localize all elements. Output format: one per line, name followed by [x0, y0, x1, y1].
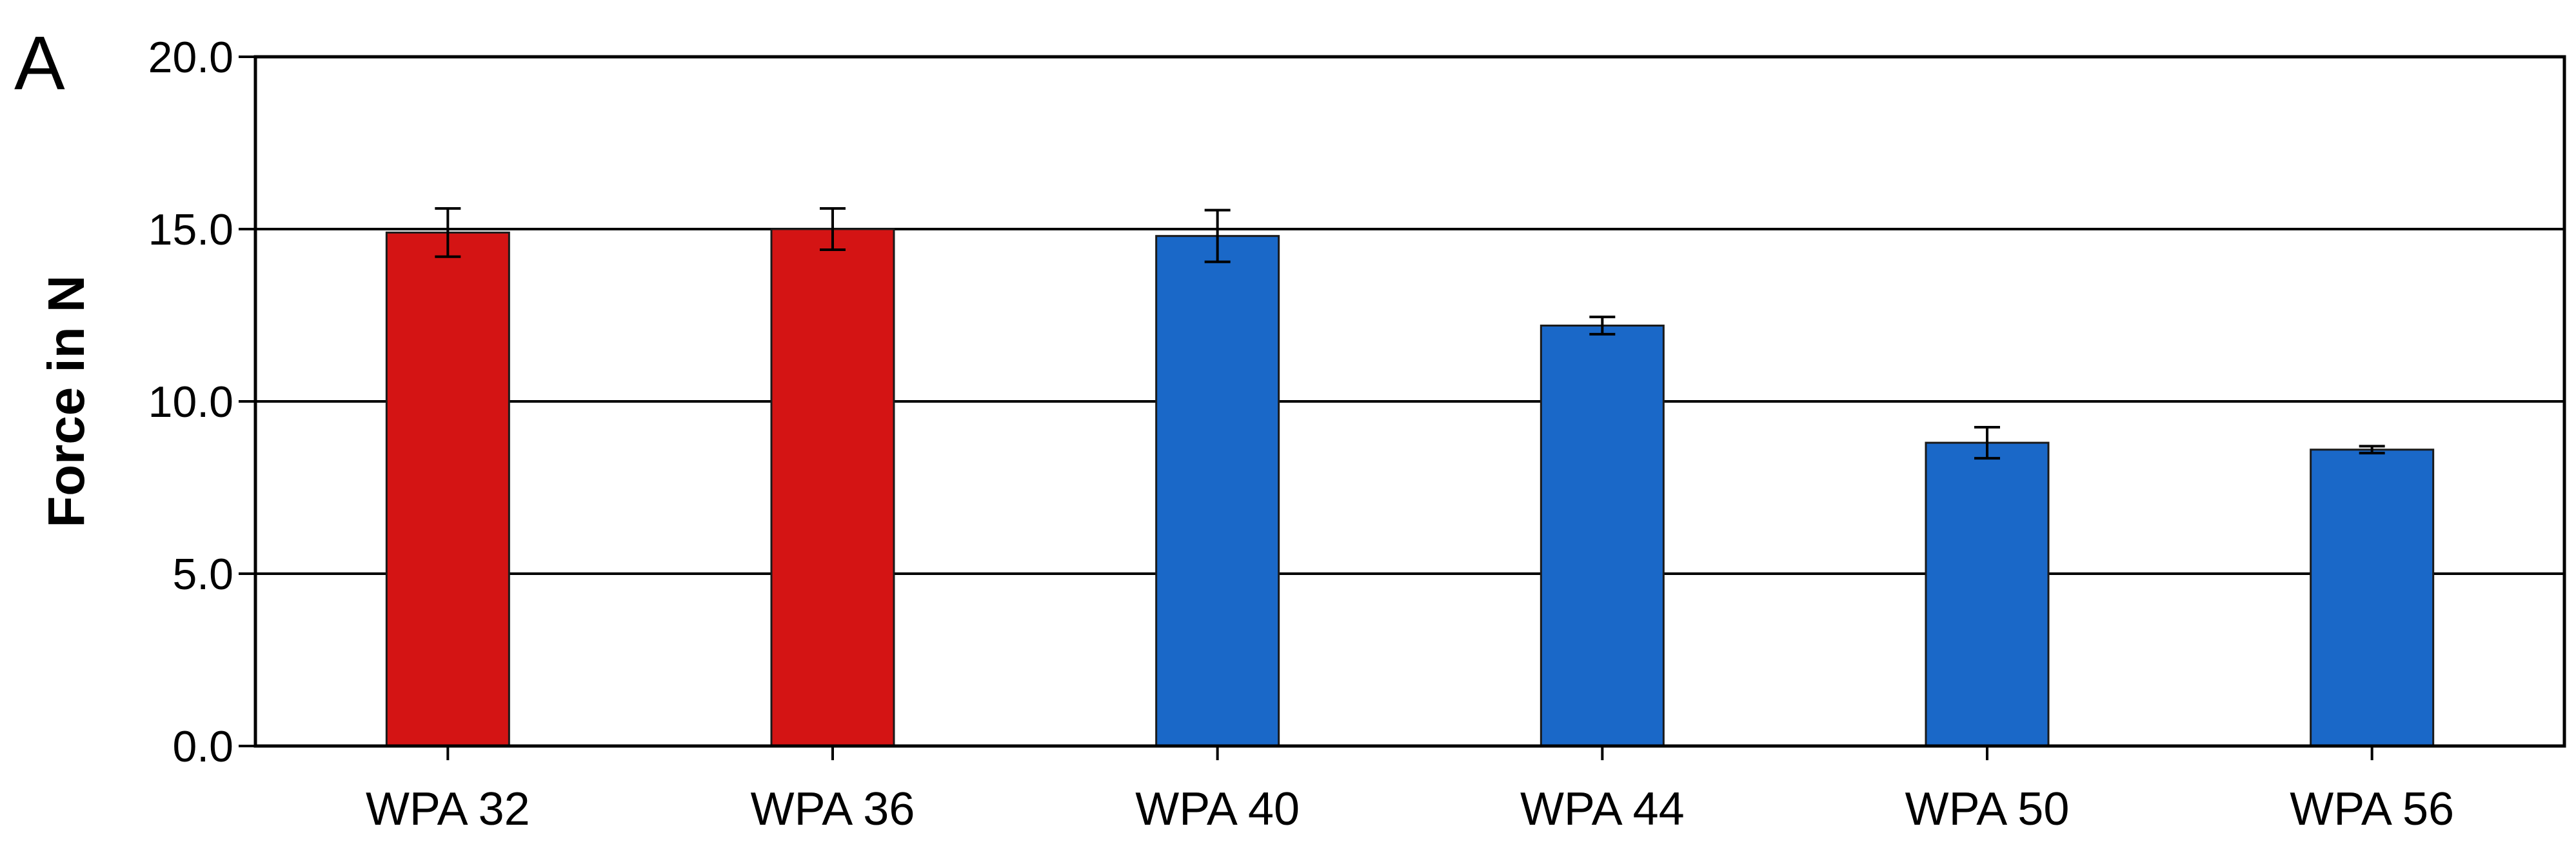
error-bar — [2359, 445, 2385, 455]
y-axis-ticks: 0.0 5.0 10.0 15.0 20.0 — [148, 33, 255, 771]
error-bar — [435, 207, 461, 258]
y-tick-label: 15.0 — [148, 205, 233, 254]
y-tick-label: 0.0 — [172, 722, 233, 771]
x-tick-label: WPA 44 — [1520, 783, 1685, 835]
bar — [1155, 235, 1280, 747]
y-tick-label: 20.0 — [148, 33, 233, 82]
x-tick-label: WPA 40 — [1135, 783, 1300, 835]
bars — [385, 228, 2435, 747]
x-tick-label: WPA 32 — [366, 783, 530, 835]
bar — [1540, 325, 1665, 747]
bar — [1925, 441, 2050, 747]
bar — [2310, 449, 2435, 747]
x-tick-label: WPA 36 — [751, 783, 915, 835]
x-tick-label: WPA 50 — [1905, 783, 2070, 835]
bar — [385, 231, 510, 747]
bar — [770, 228, 895, 747]
error-bar — [1204, 208, 1231, 263]
error-bars — [435, 207, 2385, 460]
panel-label: A — [14, 21, 65, 106]
x-axis-labels: WPA 32 WPA 36 WPA 40 WPA 44 WPA 50 WPA 56 — [366, 746, 2454, 835]
y-axis-title: Force in N — [37, 275, 95, 527]
x-tick-label: WPA 56 — [2290, 783, 2454, 835]
gridlines — [255, 228, 2564, 575]
error-bar — [820, 207, 846, 252]
y-tick-label: 10.0 — [148, 378, 233, 427]
y-tick-label: 5.0 — [172, 550, 233, 599]
error-bar — [1589, 316, 1616, 336]
error-bar — [1974, 426, 2000, 460]
